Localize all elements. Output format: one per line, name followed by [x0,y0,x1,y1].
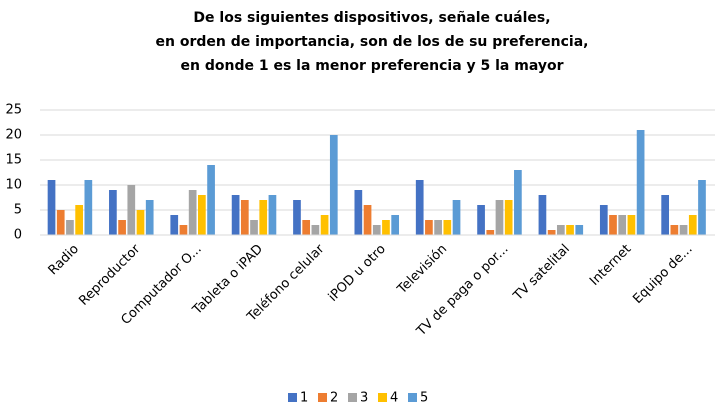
bar [302,220,311,235]
bar [495,200,504,235]
bar [207,165,215,235]
y-tick-label: 10 [5,178,22,193]
bar [679,225,688,235]
bar [109,190,117,235]
bar [127,185,136,235]
bar [145,200,154,235]
x-tick-label: iPOD u otro [326,242,389,305]
bar [477,205,485,235]
bar [250,220,258,235]
bar [575,225,584,235]
bar [670,225,679,235]
bar [504,200,513,235]
legend-swatch [408,393,417,402]
bar [170,215,179,235]
legend-swatch [348,393,357,402]
legend-label: 3 [360,391,368,406]
bar [320,215,329,235]
bar [415,180,424,235]
bar [136,210,145,235]
bar [698,180,706,235]
bar [47,180,56,235]
bar [363,205,372,235]
bar [329,135,338,235]
bar [443,220,452,235]
bar [259,200,268,235]
bar [627,215,636,235]
bar [118,220,126,235]
legend-label: 1 [300,391,308,406]
y-tick-label: 25 [5,103,22,118]
x-tick-label: TV satelital [510,242,573,305]
bar [566,225,574,235]
bar [618,215,627,235]
bar [66,220,74,235]
bar [179,225,188,235]
y-tick-label: 20 [5,128,22,143]
bar [688,215,697,235]
legend-swatch [378,393,387,402]
bar [434,220,442,235]
legend-label: 5 [420,391,428,406]
bar [636,130,645,235]
bar [382,220,390,235]
bar [514,170,522,235]
bar [231,195,240,235]
bar [198,195,206,235]
bar [609,215,617,235]
chart-title: De los siguientes dispositivos, señale c… [193,10,550,26]
legend-swatch [288,393,297,402]
y-tick-label: 15 [5,153,22,168]
bar [425,220,433,235]
bar [56,210,65,235]
bar [75,205,83,235]
x-tick-label: Televisión [394,242,450,298]
bar [599,205,608,235]
legend-label: 4 [390,391,398,406]
chart-title: en orden de importancia, son de los de s… [156,34,589,50]
chart-title: en donde 1 es la menor preferencia y 5 l… [181,58,564,74]
bar [556,225,565,235]
x-tick-label: Equipo de... [630,242,695,307]
bar [188,190,197,235]
bar [391,215,400,235]
legend-swatch [318,393,327,402]
bar [372,225,381,235]
bar [354,190,363,235]
x-tick-label: Radio [46,242,82,278]
legend-label: 2 [330,391,338,406]
bar [661,195,670,235]
y-tick-label: 0 [14,228,22,243]
bar [240,200,249,235]
bar [486,230,495,235]
x-tick-label: Reproductor [76,241,143,308]
bar [547,230,556,235]
bar [311,225,320,235]
x-tick-label: Internet [587,242,634,289]
bar [538,195,547,235]
bar [268,195,277,235]
bar [84,180,93,235]
y-tick-label: 5 [14,203,22,218]
bar [293,200,301,235]
bar [452,200,461,235]
